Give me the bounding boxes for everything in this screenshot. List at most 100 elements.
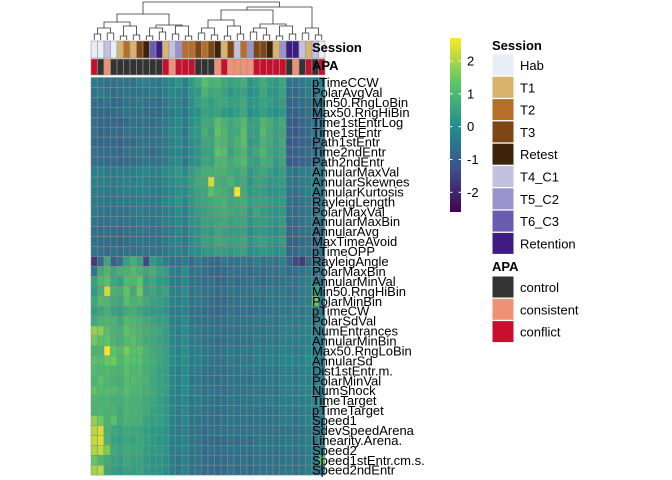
heatmap-cell	[97, 415, 105, 426]
heatmap-cell	[240, 107, 248, 118]
session-annotation-cell	[188, 40, 196, 59]
heatmap-cell	[136, 246, 144, 257]
heatmap-cell	[149, 216, 157, 227]
heatmap-cell	[272, 305, 280, 317]
heatmap-cell	[136, 216, 144, 227]
heatmap-cell	[194, 276, 202, 287]
heatmap-cell	[266, 246, 274, 257]
heatmap-cell	[259, 196, 267, 207]
heatmap-cell	[97, 385, 105, 396]
heatmap-cell	[110, 425, 118, 436]
heatmap-cell	[194, 295, 202, 307]
heatmap-cell	[181, 236, 189, 247]
heatmap-cell	[298, 126, 306, 138]
heatmap-cell	[266, 97, 274, 108]
dendrogram-branch	[223, 35, 232, 40]
heatmap-cell	[149, 276, 157, 287]
heatmap-cell	[181, 295, 189, 307]
heatmap-cell	[253, 77, 261, 88]
heatmap-cell	[188, 454, 196, 466]
heatmap-cell	[136, 126, 144, 138]
heatmap-cell	[201, 365, 209, 376]
heatmap-cell	[253, 385, 261, 396]
heatmap-cell	[155, 454, 163, 466]
heatmap-cell	[181, 345, 189, 357]
heatmap-cell	[240, 176, 248, 188]
heatmap-cell	[214, 285, 222, 297]
heatmap-cell	[155, 156, 163, 168]
heatmap-cell	[240, 226, 248, 237]
row-label: RayleigLength	[312, 194, 395, 209]
heatmap-cell	[162, 126, 170, 138]
heatmap-cell	[298, 97, 306, 108]
heatmap-cell	[136, 206, 144, 217]
heatmap-cell	[272, 107, 280, 118]
heatmap-cell	[201, 305, 209, 317]
heatmap-cell	[240, 156, 248, 168]
heatmap-cell	[201, 107, 209, 118]
heatmap-cell	[168, 166, 176, 178]
dendrogram-branch	[142, 1, 280, 14]
heatmap-cell	[194, 365, 202, 376]
heatmap-cell	[272, 285, 280, 297]
heatmap-cell	[233, 206, 241, 217]
heatmap-cell	[246, 176, 254, 188]
heatmap-cell	[246, 107, 254, 118]
apa-annotation-cell	[168, 58, 176, 76]
heatmap-cell	[142, 166, 150, 178]
heatmap-cell	[136, 325, 144, 337]
row-labels: pTimeCCWPolarAvgValMin50.RngLoBinMax50.R…	[312, 75, 425, 478]
heatmap-cell	[116, 176, 124, 188]
apa-annotation-cell	[227, 58, 235, 76]
heatmap-cell	[136, 236, 144, 247]
heatmap-cell	[142, 415, 150, 426]
heatmap-cell	[259, 315, 267, 327]
heatmap-cell	[214, 355, 222, 367]
heatmap-cell	[214, 146, 222, 158]
heatmap-cell	[279, 196, 287, 207]
heatmap-cell	[298, 315, 306, 327]
heatmap-cell	[285, 246, 293, 257]
heatmap-cell	[298, 246, 306, 257]
heatmap-cell	[285, 425, 293, 436]
heatmap-cell	[116, 186, 124, 198]
heatmap-cell	[233, 335, 241, 347]
heatmap-cell	[116, 97, 124, 108]
heatmap-cell	[272, 146, 280, 158]
dendrogram-branch	[262, 34, 271, 40]
heatmap-cell	[259, 136, 267, 148]
heatmap-cell	[240, 196, 248, 207]
heatmap-cell	[149, 166, 157, 178]
heatmap-cell	[259, 425, 267, 436]
heatmap-cell	[246, 405, 254, 416]
heatmap-cell	[246, 365, 254, 376]
heatmap-cell	[110, 266, 118, 277]
heatmap-cell	[162, 385, 170, 396]
heatmap-cell	[214, 405, 222, 416]
heatmap-cell	[129, 166, 137, 178]
heatmap-cell	[129, 246, 137, 257]
heatmap-cell	[162, 77, 170, 88]
row-label: Speed1stEntr.cm.s.	[312, 453, 425, 468]
heatmap-cell	[272, 77, 280, 88]
heatmap-cell	[136, 107, 144, 118]
heatmap-cell	[298, 395, 306, 406]
heatmap-cell	[266, 315, 274, 327]
heatmap-cell	[175, 445, 183, 456]
heatmap-cell	[220, 415, 228, 426]
heatmap-cell	[97, 325, 105, 337]
heatmap-cell	[97, 97, 105, 108]
heatmap-cell	[149, 415, 157, 426]
heatmap-cell	[285, 87, 293, 98]
heatmap-cell	[292, 454, 300, 466]
heatmap-cell	[123, 206, 131, 217]
heatmap-cell	[298, 335, 306, 347]
heatmap-cell	[292, 176, 300, 188]
heatmap-cell	[233, 146, 241, 158]
heatmap-cell	[201, 146, 209, 158]
heatmap-cell	[233, 454, 241, 466]
row-label: pTimeCW	[312, 304, 370, 319]
session-annotation-cell	[142, 40, 150, 59]
heatmap-cell	[259, 464, 267, 476]
heatmap-cell	[162, 186, 170, 198]
